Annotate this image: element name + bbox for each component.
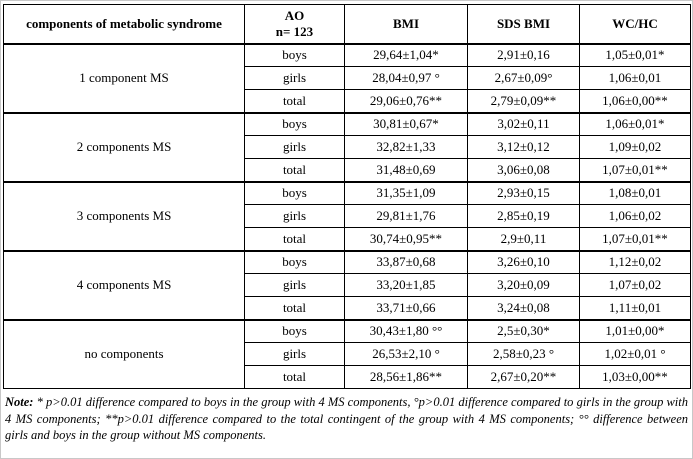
sds-bmi-value: 2,79±0,09** (467, 89, 580, 113)
wc-hc-value: 1,09±0,02 (579, 135, 691, 159)
bmi-value: 30,81±0,67* (344, 111, 468, 136)
table-row: girls 32,82±1,33 3,12±0,12 1,09±0,02 (4, 135, 691, 159)
wc-hc-value: 1,05±0,01* (579, 42, 691, 67)
subgroup-label: total (244, 227, 345, 251)
bmi-value: 28,04±0,97 ° (344, 66, 468, 90)
bmi-value: 29,06±0,76** (344, 89, 468, 113)
table-note: Note: * p>0.01 difference compared to bo… (3, 394, 690, 444)
wc-hc-value: 1,06±0,00** (579, 89, 691, 113)
subgroup-label: boys (244, 249, 345, 274)
group-label-3-components: 3 components MS (3, 180, 245, 251)
sds-bmi-value: 2,58±0,23 ° (467, 342, 580, 366)
table-row: girls 28,04±0,97 ° 2,67±0,09° 1,06±0,01 (4, 66, 691, 90)
header-components: components of metabolic syndrome (3, 4, 245, 44)
table-row: 2 components MS boys 30,81±0,67* 3,02±0,… (3, 111, 691, 182)
sds-bmi-value: 3,06±0,08 (467, 158, 580, 182)
wc-hc-value: 1,07±0,01** (579, 158, 691, 182)
header-ao: AO n= 123 (244, 4, 345, 44)
sds-bmi-value: 3,20±0,09 (467, 273, 580, 297)
sds-bmi-value: 3,02±0,11 (467, 111, 580, 136)
group-label-1-component: 1 component MS (3, 42, 245, 113)
sds-bmi-value: 2,93±0,15 (467, 180, 580, 205)
table-row: no components boys 30,43±1,80 °° 2,5±0,3… (3, 318, 691, 389)
table-row: girls 33,20±1,85 3,20±0,09 1,07±0,02 (4, 273, 691, 297)
subgroup-label: boys (244, 180, 345, 205)
wc-hc-value: 1,03±0,00** (579, 365, 691, 389)
sds-bmi-value: 2,5±0,30* (467, 318, 580, 343)
table-row: 3 components MS boys 31,35±1,09 2,93±0,1… (3, 180, 691, 251)
table-row: total 33,71±0,66 3,24±0,08 1,11±0,01 (4, 296, 691, 320)
wc-hc-value: 1,01±0,00* (579, 318, 691, 343)
bmi-value: 33,87±0,68 (344, 249, 468, 274)
group-label-no-components: no components (3, 318, 245, 389)
subgroup-label: total (244, 158, 345, 182)
subgroup-label: total (244, 365, 345, 389)
sds-bmi-value: 2,91±0,16 (467, 42, 580, 67)
table-row: 4 components MS boys 33,87±0,68 3,26±0,1… (3, 249, 691, 320)
bmi-value: 30,43±1,80 °° (344, 318, 468, 343)
sds-bmi-value: 3,26±0,10 (467, 249, 580, 274)
bmi-value: 31,48±0,69 (344, 158, 468, 182)
note-label: Note: (5, 395, 34, 409)
wc-hc-value: 1,07±0,02 (579, 273, 691, 297)
bmi-value: 33,71±0,66 (344, 296, 468, 320)
metabolic-syndrome-table: components of metabolic syndrome AO n= 1… (3, 4, 691, 389)
bmi-value: 33,20±1,85 (344, 273, 468, 297)
header-bmi: BMI (344, 4, 468, 44)
wc-hc-value: 1,08±0,01 (579, 180, 691, 205)
table-row: 1 component MS boys 29,64±1,04* 2,91±0,1… (3, 42, 691, 113)
sds-bmi-value: 2,9±0,11 (467, 227, 580, 251)
wc-hc-value: 1,06±0,02 (579, 204, 691, 228)
subgroup-label: girls (244, 135, 345, 159)
wc-hc-value: 1,11±0,01 (579, 296, 691, 320)
subgroup-label: girls (244, 204, 345, 228)
table-row: total 31,48±0,69 3,06±0,08 1,07±0,01** (4, 158, 691, 182)
wc-hc-value: 1,07±0,01** (579, 227, 691, 251)
note-text: * p>0.01 difference compared to boys in … (5, 395, 688, 442)
bmi-value: 32,82±1,33 (344, 135, 468, 159)
sds-bmi-value: 3,12±0,12 (467, 135, 580, 159)
group-label-4-components: 4 components MS (3, 249, 245, 320)
subgroup-label: boys (244, 318, 345, 343)
wc-hc-value: 1,06±0,01* (579, 111, 691, 136)
bmi-value: 26,53±2,10 ° (344, 342, 468, 366)
header-sds-bmi: SDS BMI (467, 4, 580, 44)
wc-hc-value: 1,12±0,02 (579, 249, 691, 274)
subgroup-label: boys (244, 42, 345, 67)
wc-hc-value: 1,06±0,01 (579, 66, 691, 90)
table-row: total 30,74±0,95** 2,9±0,11 1,07±0,01** (4, 227, 691, 251)
sds-bmi-value: 2,67±0,20** (467, 365, 580, 389)
subgroup-label: total (244, 296, 345, 320)
subgroup-label: girls (244, 342, 345, 366)
bmi-value: 28,56±1,86** (344, 365, 468, 389)
bmi-value: 31,35±1,09 (344, 180, 468, 205)
bmi-value: 30,74±0,95** (344, 227, 468, 251)
bmi-value: 29,64±1,04* (344, 42, 468, 67)
group-label-2-components: 2 components MS (3, 111, 245, 182)
subgroup-label: boys (244, 111, 345, 136)
table-row: girls 29,81±1,76 2,85±0,19 1,06±0,02 (4, 204, 691, 228)
sds-bmi-value: 3,24±0,08 (467, 296, 580, 320)
subgroup-label: total (244, 89, 345, 113)
table-row: total 28,56±1,86** 2,67±0,20** 1,03±0,00… (4, 365, 691, 389)
header-ao-line1: AO (284, 7, 305, 23)
table-row: total 29,06±0,76** 2,79±0,09** 1,06±0,00… (4, 89, 691, 113)
sds-bmi-value: 2,85±0,19 (467, 204, 580, 228)
header-wc-hc: WC/HC (579, 4, 691, 44)
header-ao-line2: n= 123 (275, 23, 314, 39)
subgroup-label: girls (244, 66, 345, 90)
bmi-value: 29,81±1,76 (344, 204, 468, 228)
header-row: components of metabolic syndrome AO n= 1… (3, 4, 691, 44)
subgroup-label: girls (244, 273, 345, 297)
sds-bmi-value: 2,67±0,09° (467, 66, 580, 90)
wc-hc-value: 1,02±0,01 ° (579, 342, 691, 366)
